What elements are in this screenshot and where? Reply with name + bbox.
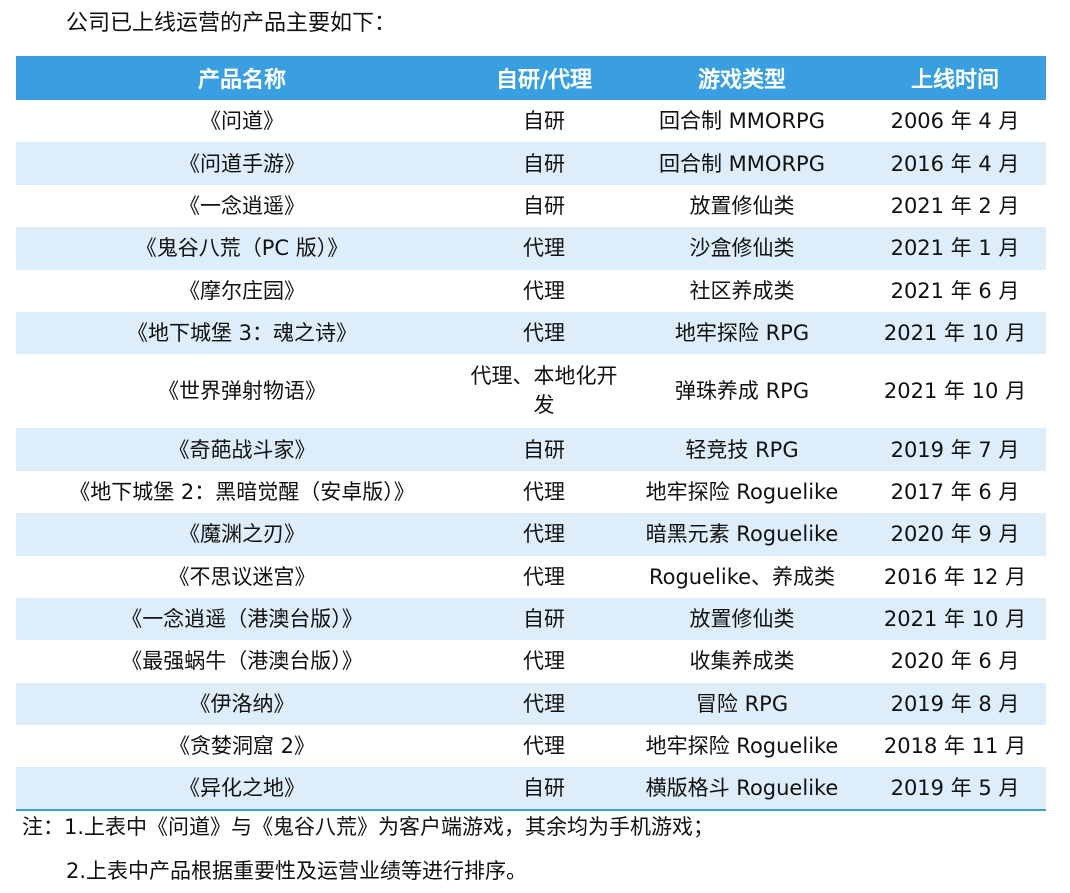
cell-name: 《问道》 [200, 109, 284, 134]
cell-dev: 自研 [523, 437, 565, 462]
cell-date: 2019 年 8 月 [890, 691, 1020, 716]
cell-name: 《奇葩战斗家》 [168, 437, 316, 462]
cell-date: 2016 年 12 月 [883, 564, 1027, 589]
table-row: 《问道》 自研 回合制 MMORPG 2006 年 4 月 [16, 100, 1046, 142]
cell-dev: 自研 [523, 193, 565, 218]
cell-dev: 代理 [523, 278, 565, 303]
table-row: 《地下城堡 3：魂之诗》 代理 地牢探险 RPG 2021 年 10 月 [16, 311, 1046, 355]
cell-type: 暗黑元素 Roguelike [645, 522, 839, 547]
table-row: 《鬼谷八荒（PC 版）》 代理 沙盒修仙类 2021 年 1 月 [16, 227, 1046, 270]
table-row: 《异化之地》 自研 横版格斗 Roguelike 2019 年 5 月 [16, 767, 1046, 811]
table-row: 《一念逍遥》 自研 放置修仙类 2021 年 2 月 [16, 185, 1046, 227]
cell-name: 《不思议迷宫》 [168, 564, 316, 589]
cell-name: 《世界弹射物语》 [158, 379, 326, 404]
table-row: 《摩尔庄园》 代理 社区养成类 2021 年 6 月 [16, 270, 1046, 312]
cell-type: 地牢探险 Roguelike [645, 479, 839, 504]
cell-name: 《魔渊之刃》 [179, 522, 305, 547]
cell-dev: 自研 [468, 767, 620, 811]
cell-dev: 自研 [523, 607, 565, 632]
cell-date: 2021 年 1 月 [890, 236, 1020, 261]
cell-type: 沙盒修仙类 [689, 236, 795, 261]
table-row: 《一念逍遥（港澳台版）》 自研 放置修仙类 2021 年 10 月 [16, 597, 1046, 641]
cell-date: 2016 年 4 月 [890, 151, 1020, 176]
cell-dev: 自研 [523, 109, 565, 134]
cell-date: 2021 年 10 月 [883, 321, 1027, 346]
cell-date: 2006 年 4 月 [890, 109, 1020, 134]
cell-date: 2020 年 6 月 [890, 649, 1020, 674]
cell-dev: 代理 [523, 564, 565, 589]
cell-name: 《最强蜗牛（港澳台版）》 [121, 649, 363, 674]
cell-dev: 代理 [523, 734, 565, 759]
table-header-row: 产品名称 自研/代理 游戏类型 上线时间 [16, 56, 1046, 100]
cell-type: 地牢探险 Roguelike [645, 734, 839, 759]
intro-text: 公司已上线运营的产品主要如下： [66, 11, 397, 36]
cell-dev: 自研 [523, 151, 565, 176]
header-launch-date: 上线时间 [910, 68, 999, 93]
cell-date: 2019 年 5 月 [864, 767, 1046, 811]
header-game-genre: 游戏类型 [697, 68, 786, 93]
table-row: 《地下城堡 2：黑暗觉醒（安卓版）》 代理 地牢探险 Roguelike 201… [16, 471, 1046, 513]
cell-type: 回合制 MMORPG [659, 151, 825, 176]
cell-type: 放置修仙类 [689, 607, 795, 632]
table-row: 《最强蜗牛（港澳台版）》 代理 收集养成类 2020 年 6 月 [16, 640, 1046, 682]
cell-dev: 代理 [523, 321, 565, 346]
cell-name: 《地下城堡 3：魂之诗》 [126, 321, 358, 346]
cell-name: 《鬼谷八荒（PC 版）》 [135, 236, 349, 261]
table-row: 《奇葩战斗家》 自研 轻竞技 RPG 2019 年 7 月 [16, 428, 1046, 471]
cell-name: 《贪婪洞窟 2》 [168, 734, 316, 759]
cell-name: 《问道手游》 [179, 151, 305, 176]
cell-name: 《摩尔庄园》 [179, 278, 305, 303]
table-row: 《贪婪洞窟 2》 代理 地牢探险 Roguelike 2018 年 11 月 [16, 725, 1046, 767]
footnote-1: 注：1.上表中《问道》与《鬼谷八荒》为客户端游戏，其余均为手机游戏； [22, 815, 715, 839]
cell-type: 横版格斗 Roguelike [620, 767, 864, 811]
cell-name: 《地下城堡 2：黑暗觉醒（安卓版）》 [69, 479, 415, 504]
cell-date: 2017 年 6 月 [890, 479, 1020, 504]
table-row: 《魔渊之刃》 代理 暗黑元素 Roguelike 2020 年 9 月 [16, 513, 1046, 556]
cell-dev: 代理 [523, 522, 565, 547]
header-dev-type: 自研/代理 [495, 68, 593, 93]
cell-date: 2018 年 11 月 [883, 734, 1027, 759]
cell-type: 社区养成类 [689, 278, 795, 303]
cell-name: 《一念逍遥（港澳台版）》 [121, 607, 363, 632]
cell-date: 2020 年 9 月 [890, 522, 1020, 547]
cell-name: 《伊洛纳》 [189, 691, 295, 716]
table-row: 《问道手游》 自研 回合制 MMORPG 2016 年 4 月 [16, 142, 1046, 185]
cell-type: 轻竞技 RPG [685, 437, 799, 462]
cell-name: 《异化之地》 [16, 767, 468, 811]
cell-type: Roguelike、养成类 [648, 564, 836, 589]
cell-type: 放置修仙类 [689, 193, 795, 218]
cell-dev: 代理 [523, 691, 565, 716]
cell-date: 2021 年 6 月 [890, 278, 1020, 303]
cell-date: 2019 年 7 月 [890, 437, 1020, 462]
cell-name: 《一念逍遥》 [179, 193, 305, 218]
cell-date: 2021 年 10 月 [883, 379, 1027, 404]
cell-dev: 代理 [523, 649, 565, 674]
header-product-name: 产品名称 [197, 68, 286, 93]
footnote-2: 2.上表中产品根据重要性及运营业绩等进行排序。 [66, 859, 528, 883]
cell-dev: 代理 [523, 479, 565, 504]
cell-date: 2021 年 10 月 [883, 607, 1027, 632]
cell-date: 2021 年 2 月 [890, 193, 1020, 218]
table-row: 《世界弹射物语》 代理、本地化开发 弹珠养成 RPG 2021 年 10 月 [16, 354, 1046, 428]
cell-dev: 代理 [523, 236, 565, 261]
cell-type: 地牢探险 RPG [674, 321, 810, 346]
cell-type: 回合制 MMORPG [659, 109, 825, 134]
cell-type: 收集养成类 [689, 649, 795, 674]
cell-type: 弹珠养成 RPG [674, 379, 810, 404]
products-table: 产品名称 自研/代理 游戏类型 上线时间 《问道》 自研 回合制 MMORPG … [16, 56, 1046, 811]
table-row: 《伊洛纳》 代理 冒险 RPG 2019 年 8 月 [16, 682, 1046, 726]
table-row: 《不思议迷宫》 代理 Roguelike、养成类 2016 年 12 月 [16, 556, 1046, 598]
cell-dev: 代理、本地化开发 [470, 364, 618, 418]
cell-type: 冒险 RPG [695, 691, 789, 716]
